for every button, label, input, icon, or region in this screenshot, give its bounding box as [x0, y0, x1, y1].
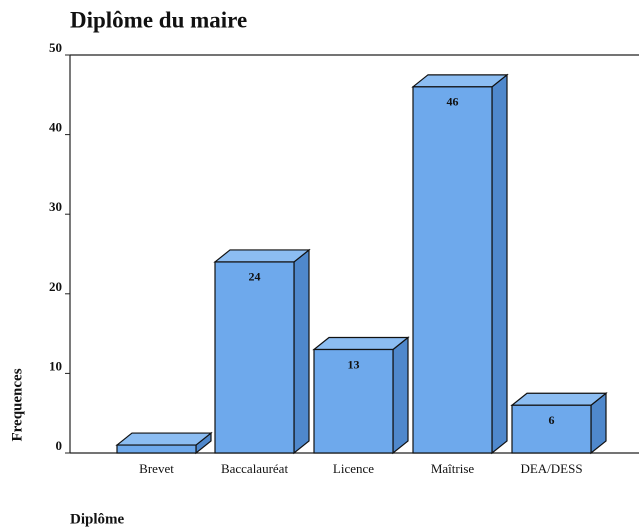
bar — [412, 86, 493, 454]
x-tick-label: Baccalauréat — [221, 461, 289, 476]
bar-top — [411, 74, 509, 88]
bar-side — [392, 336, 409, 455]
bar — [116, 444, 197, 454]
y-tick-label: 40 — [49, 120, 62, 135]
y-tick-label: 30 — [49, 199, 62, 214]
x-tick-label: DEA/DESS — [520, 461, 582, 476]
y-tick-label: 20 — [49, 279, 62, 294]
y-tick-label: 0 — [56, 438, 63, 453]
bar-top — [115, 432, 213, 446]
bar — [313, 348, 394, 454]
chart-title: Diplôme du maire — [70, 7, 247, 32]
value-label: 46 — [447, 95, 459, 109]
y-tick-label: 50 — [49, 40, 62, 55]
bar — [511, 404, 592, 454]
value-label: 6 — [549, 413, 555, 427]
x-tick-label: Brevet — [139, 461, 174, 476]
x-tick-label: Licence — [333, 461, 374, 476]
bar — [214, 261, 295, 454]
bar-side — [491, 73, 508, 455]
y-tick-label: 10 — [49, 358, 62, 373]
bar-top — [510, 392, 608, 406]
x-axis-label: Diplôme — [70, 511, 125, 527]
x-tick-label: Maîtrise — [431, 461, 475, 476]
bar-side — [293, 248, 310, 455]
value-label: 13 — [348, 357, 360, 371]
bar-top — [312, 336, 410, 351]
value-label: 24 — [249, 270, 261, 284]
bar-top — [213, 249, 311, 263]
y-axis-label: Frequences — [9, 368, 25, 441]
